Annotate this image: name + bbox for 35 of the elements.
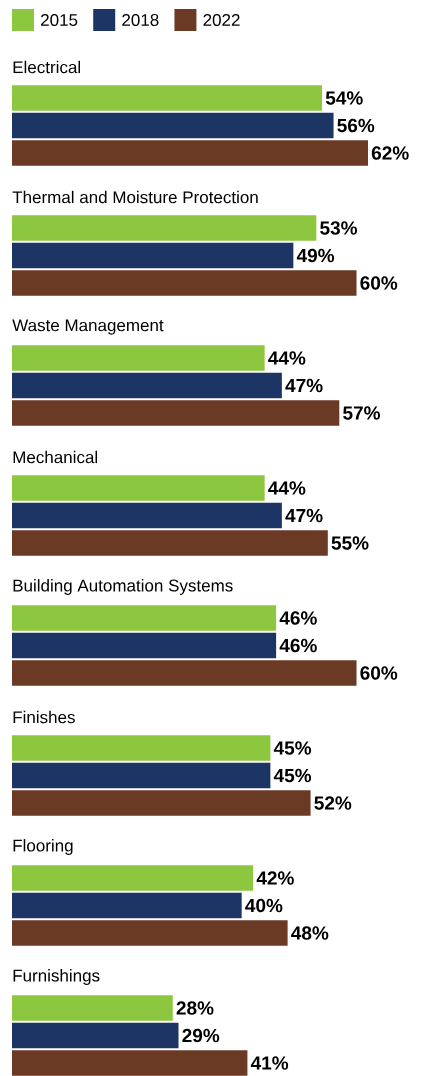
- data-label: 60%: [360, 276, 398, 290]
- data-label: 45%: [273, 768, 312, 783]
- data-label: 54%: [325, 91, 363, 105]
- data-label: 45%: [273, 741, 312, 755]
- y-tick-label: Mechanical: [13, 450, 98, 464]
- data-label: 47%: [285, 378, 323, 393]
- data-label: 46%: [279, 611, 317, 625]
- data-label: 53%: [320, 221, 358, 235]
- data-label: 42%: [256, 871, 294, 885]
- data-label: 60%: [360, 666, 398, 680]
- data-label: 62%: [371, 146, 409, 160]
- data-label: 49%: [296, 248, 335, 263]
- y-tick-label: Thermal and Moisture Protection: [12, 190, 258, 204]
- y-tick-label: Finishes: [13, 710, 75, 724]
- data-label: 41%: [250, 1056, 289, 1070]
- data-label: 57%: [343, 406, 381, 420]
- data-label: 44%: [268, 351, 306, 365]
- y-tick-label: Electrical: [13, 60, 81, 74]
- data-label: 48%: [291, 926, 329, 940]
- data-label: 29%: [182, 1028, 220, 1043]
- data-label: 28%: [176, 1001, 214, 1015]
- legend-label: 2015: [41, 13, 78, 27]
- y-tick-label: Building Automation Systems: [13, 579, 233, 595]
- data-label: 47%: [285, 508, 323, 523]
- data-label: 40%: [245, 898, 283, 913]
- y-tick-label: Furnishings: [13, 969, 100, 985]
- legend-label: 2022: [203, 13, 240, 27]
- y-tick-label: Waste Management: [12, 319, 164, 335]
- data-label: 46%: [279, 638, 317, 653]
- data-label: 56%: [337, 118, 375, 133]
- data-label: 44%: [268, 481, 306, 495]
- data-label: 52%: [314, 796, 352, 810]
- y-tick-label: Flooring: [13, 839, 73, 855]
- data-label: 55%: [331, 536, 369, 550]
- legend-label: 2018: [122, 13, 159, 27]
